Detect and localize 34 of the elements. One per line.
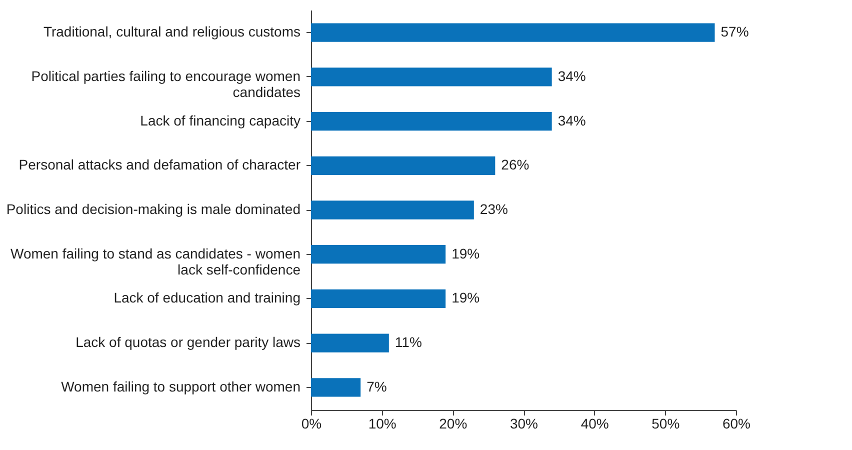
y-tick-label: Women failing to stand as candidates - women lack self-confidence xyxy=(10,245,301,278)
data-label: 26% xyxy=(501,156,530,173)
y-tick-label: Lack of education and training xyxy=(114,290,300,306)
bar xyxy=(311,156,496,175)
bar xyxy=(311,289,446,308)
bar xyxy=(311,112,552,131)
data-label: 19% xyxy=(452,290,480,306)
data-label: 11% xyxy=(394,334,422,350)
y-tick-label: Personal attacks and defamation of character xyxy=(18,156,301,173)
data-label: 23% xyxy=(480,201,508,217)
y-tick-label: Traditional, cultural and religious customs xyxy=(43,24,300,40)
x-tick-label: 50% xyxy=(652,416,680,432)
data-label: 7% xyxy=(366,378,387,394)
data-label: 57% xyxy=(720,24,749,40)
y-tick-label: Lack of quotas or gender parity laws xyxy=(76,334,300,350)
bar xyxy=(311,334,389,352)
bar xyxy=(311,68,552,86)
data-label: 34% xyxy=(558,68,586,84)
x-tick-label: 30% xyxy=(510,416,538,432)
x-tick-label: 10% xyxy=(368,416,396,432)
data-label: 34% xyxy=(558,112,586,128)
y-tick-label: Political parties failing to encourage women candidates xyxy=(31,68,300,100)
x-tick-label: 60% xyxy=(722,416,751,432)
bar xyxy=(311,23,715,42)
x-tick-label: 40% xyxy=(580,416,609,432)
data-label: 19% xyxy=(452,245,480,262)
y-tick-label: Lack of financing capacity xyxy=(140,112,300,128)
bar xyxy=(311,245,446,264)
bar xyxy=(311,200,474,220)
y-tick-label: Women failing to support other women xyxy=(61,378,300,394)
y-tick-label: Politics and decision-making is male dominated xyxy=(6,201,300,217)
x-tick-label: 20% xyxy=(439,416,468,432)
x-tick-label: 0% xyxy=(301,416,322,432)
bar xyxy=(311,378,361,397)
